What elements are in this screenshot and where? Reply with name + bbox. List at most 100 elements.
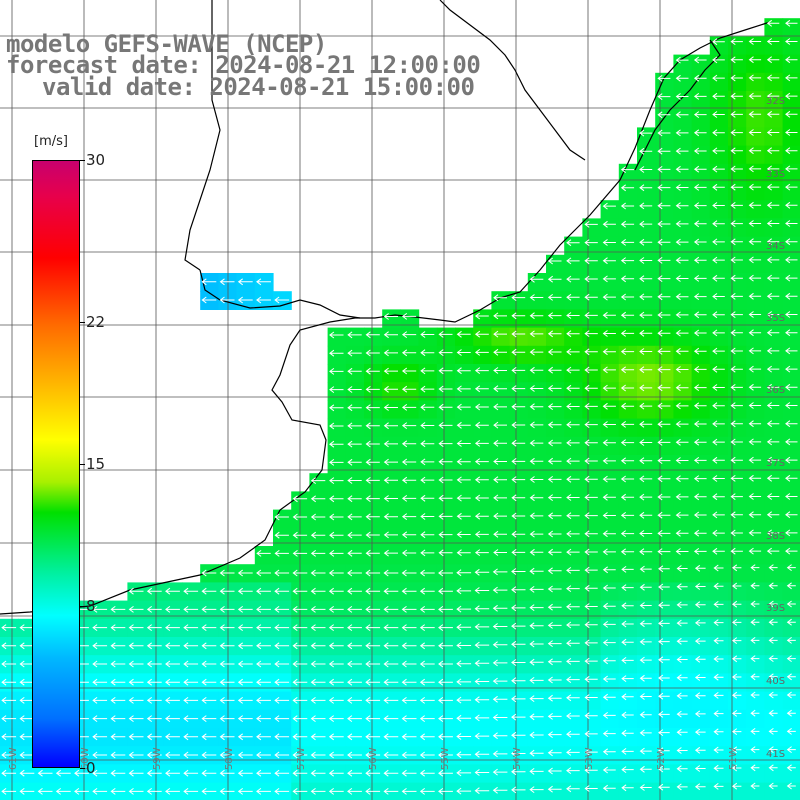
wind-speed-cell — [509, 345, 529, 365]
wind-arrow — [219, 278, 235, 286]
wind-speed-cell — [764, 655, 784, 674]
wind-arrow — [731, 582, 742, 590]
wind-speed-cell — [728, 418, 747, 438]
wind-arrow — [1, 624, 17, 631]
wind-arrow — [639, 747, 652, 755]
wind-speed-cell — [582, 291, 602, 310]
wind-speed-cell — [382, 564, 401, 583]
wind-arrow — [529, 713, 544, 721]
wind-speed-cell — [509, 637, 529, 656]
wind-speed-cell — [600, 728, 620, 747]
wind-speed-cell — [618, 637, 638, 656]
wind-speed-cell — [782, 254, 800, 274]
wind-speed-cell — [345, 637, 365, 656]
wind-arrow — [438, 642, 453, 650]
wind-speed-cell — [637, 546, 656, 565]
wind-speed-cell — [709, 127, 729, 147]
lagoon-coast — [634, 39, 721, 171]
wind-arrow — [694, 710, 706, 718]
wind-speed-cell — [327, 491, 347, 511]
wind-arrow — [347, 642, 362, 650]
wind-arrow — [566, 330, 580, 338]
wind-speed-cell — [728, 564, 747, 583]
wind-arrow — [766, 183, 780, 191]
wind-speed-cell — [600, 273, 620, 292]
wind-arrow — [602, 784, 616, 792]
wind-speed-cell — [473, 382, 492, 401]
wind-speed-cell — [709, 218, 729, 238]
wind-speed-cell — [436, 509, 456, 529]
wind-speed-cell — [728, 473, 747, 492]
wind-speed-cell — [509, 764, 529, 784]
wind-speed-cell — [509, 364, 529, 383]
wind-speed-cell — [709, 491, 729, 511]
wind-speed-cell — [91, 728, 110, 747]
wind-speed-cell — [618, 473, 638, 492]
wind-arrow — [566, 257, 580, 265]
wind-arrow — [420, 331, 435, 338]
wind-speed-cell — [782, 382, 800, 401]
wind-speed-cell — [637, 236, 656, 256]
wind-speed-cell — [673, 509, 693, 529]
wind-arrow — [693, 184, 707, 191]
wind-speed-cell — [782, 291, 800, 310]
wind-arrow — [621, 784, 634, 792]
wind-speed-cell — [637, 655, 656, 674]
wind-speed-cell — [345, 345, 365, 365]
wind-speed-cell — [400, 728, 420, 747]
wind-speed-cell — [436, 637, 456, 656]
wind-speed-cell — [691, 200, 711, 219]
wind-arrow — [731, 673, 742, 681]
wind-arrow — [566, 439, 580, 447]
wind-arrow — [712, 493, 725, 501]
wind-arrow — [438, 751, 453, 759]
wind-speed-cell — [600, 509, 620, 529]
wind-speed-cell — [673, 782, 693, 800]
wind-arrow — [639, 693, 652, 700]
wind-arrow — [310, 769, 326, 777]
wind-speed-cell — [400, 618, 420, 638]
wind-arrow — [347, 788, 362, 795]
wind-speed-cell — [327, 564, 347, 583]
wind-arrow — [657, 275, 671, 282]
wind-arrow — [529, 530, 544, 538]
wind-speed-cell — [637, 436, 656, 456]
wind-speed-cell — [673, 564, 693, 583]
wind-speed-cell — [746, 782, 765, 800]
wind-speed-cell — [291, 582, 310, 602]
wind-speed-cell — [673, 273, 693, 292]
wind-arrow — [693, 438, 707, 446]
wind-speed-cell — [637, 637, 656, 656]
wind-speed-cell — [709, 72, 729, 92]
wind-speed-cell — [582, 473, 602, 492]
wind-speed-cell — [91, 655, 110, 674]
wind-speed-cell — [709, 182, 729, 201]
wind-arrow — [474, 476, 489, 484]
wind-speed-cell — [618, 364, 638, 383]
wind-speed-cell — [527, 364, 547, 383]
wind-arrow — [766, 129, 780, 136]
wind-arrow — [420, 440, 435, 448]
wind-speed-cell — [455, 491, 474, 511]
wind-arrow — [474, 403, 489, 411]
wind-speed-cell — [473, 527, 492, 547]
wind-arrow — [675, 238, 689, 246]
wind-speed-cell — [527, 673, 547, 693]
wind-arrow — [547, 785, 562, 793]
wind-speed-cell — [455, 364, 474, 383]
wind-arrow — [347, 624, 362, 631]
wind-arrow — [602, 621, 616, 628]
wind-speed-cell — [637, 218, 656, 238]
wind-arrow — [511, 312, 526, 320]
wind-arrow — [766, 19, 780, 27]
wind-arrow — [383, 751, 399, 759]
wind-arrow — [547, 476, 562, 483]
wind-speed-cell — [145, 582, 165, 602]
wind-arrow — [456, 569, 472, 577]
wind-arrow — [256, 660, 271, 668]
wind-speed-cell — [91, 637, 110, 656]
wind-arrow — [730, 311, 743, 318]
wind-arrow — [201, 642, 217, 650]
wind-speed-cell — [182, 582, 201, 602]
wind-arrow — [329, 349, 344, 357]
